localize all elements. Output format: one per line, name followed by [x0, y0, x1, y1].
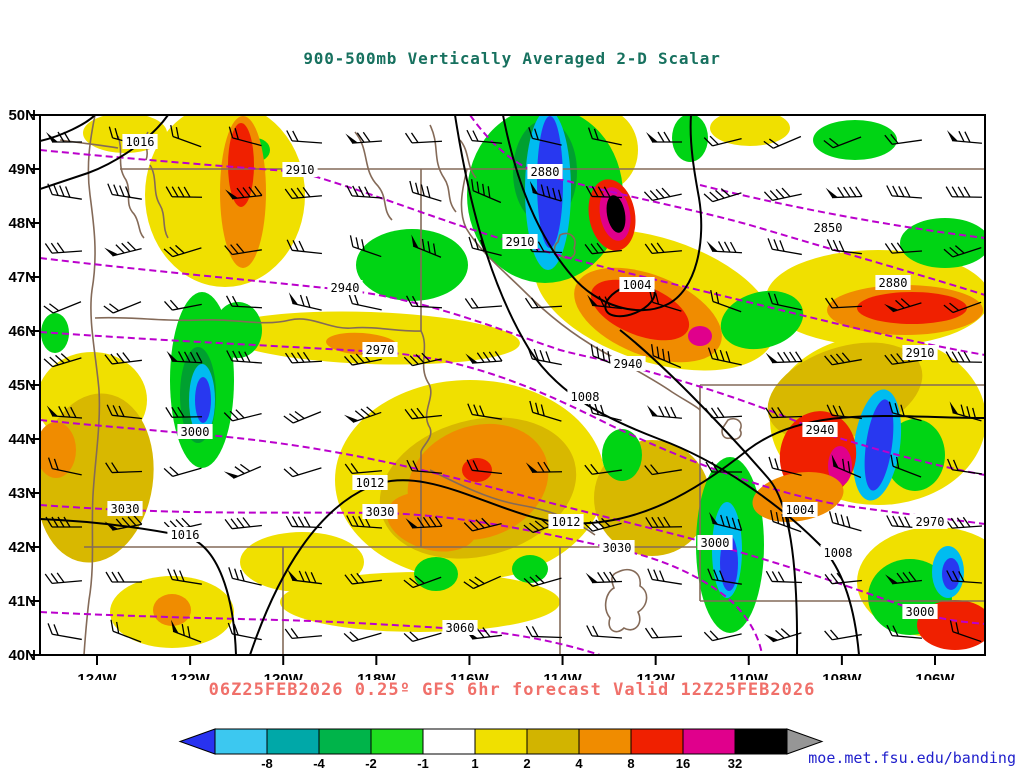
contour-label: 1008 — [571, 390, 600, 404]
lat-label: 48N — [8, 215, 36, 232]
contour-label: 2940 — [614, 357, 643, 371]
colorbar-segment — [683, 729, 735, 754]
lon-label: 122W — [171, 671, 211, 680]
colorbar-segment — [527, 729, 579, 754]
shading-blob — [900, 218, 990, 268]
contour-label: 1004 — [623, 278, 652, 292]
contour-label: 2970 — [366, 343, 395, 357]
weather-chart-page: 900-500mb Vertically Averaged 2-D Scalar… — [0, 0, 1024, 768]
credit-link[interactable]: moe.met.fsu.edu/banding — [808, 749, 1016, 767]
contour-label: 3000 — [181, 425, 210, 439]
shading-blob — [356, 229, 468, 301]
shading-blob — [214, 302, 262, 358]
shading-blob — [195, 377, 211, 423]
colorbar-segment — [319, 729, 371, 754]
shading-blob — [688, 326, 712, 346]
contour-label: 2880 — [879, 276, 908, 290]
weather-map: 2880 2910 2910 2940 2970 3000 3030 3030 3060 2850… — [0, 108, 1024, 680]
lat-label: 41N — [8, 593, 36, 610]
lat-label: 46N — [8, 323, 36, 340]
contour-label: 1004 — [786, 503, 815, 517]
colorbar-left-arrow — [180, 729, 215, 754]
lat-label: 40N — [8, 647, 36, 664]
lat-label: 45N — [8, 377, 36, 394]
colorbar-tick-label: -4 — [313, 756, 325, 768]
lon-label: 112W — [636, 671, 675, 680]
colorbar-tick-label: 4 — [575, 756, 583, 768]
contour-label: 1016 — [171, 528, 200, 542]
shading-blob — [240, 532, 364, 592]
colorbar-segment — [579, 729, 631, 754]
contour-label: 3000 — [906, 605, 935, 619]
contour-label: 1008 — [824, 546, 853, 560]
colorbar-segment — [475, 729, 527, 754]
lat-label: 50N — [8, 108, 36, 124]
lon-label: 124W — [77, 671, 117, 680]
colorbar-segment — [735, 729, 787, 754]
colorbar-tick-label: -8 — [261, 756, 273, 768]
colorbar-segment — [631, 729, 683, 754]
contour-label: 2910 — [906, 346, 935, 360]
lat-label: 43N — [8, 485, 36, 502]
colorbar-tick-label: -1 — [417, 756, 429, 768]
contour-label: 1012 — [356, 476, 385, 490]
colorbar-segment — [215, 729, 267, 754]
contour-label: 2910 — [286, 163, 315, 177]
contour-label: 3030 — [366, 505, 395, 519]
shading-blob — [602, 429, 642, 481]
shading-blob — [942, 558, 960, 590]
contour-label: 2940 — [806, 423, 835, 437]
shading-blob — [512, 555, 548, 583]
lat-label: 47N — [8, 269, 36, 286]
colorbar-tick-label: -2 — [365, 756, 377, 768]
contour-label: 2880 — [531, 165, 560, 179]
lat-label: 49N — [8, 161, 36, 178]
colorbar-segment — [371, 729, 423, 754]
contour-label: 1016 — [126, 135, 155, 149]
colorbar-tick-label: 16 — [676, 756, 690, 768]
contour-label: 3060 — [446, 621, 475, 635]
contour-label: 3030 — [111, 502, 140, 516]
contour-label: 2910 — [506, 235, 535, 249]
lon-label: 106W — [915, 671, 955, 680]
colorbar-segment — [267, 729, 319, 754]
shading-blob — [153, 594, 191, 626]
lon-label: 108W — [822, 671, 862, 680]
lon-label: 118W — [357, 671, 396, 680]
colorbar-tick-label: 8 — [627, 756, 634, 768]
contour-label: 3000 — [701, 536, 730, 550]
colorbar-segment — [423, 729, 475, 754]
contour-label: 1012 — [552, 515, 581, 529]
title-line-1: 900-500mb Vertically Averaged 2-D Scalar — [0, 48, 1024, 70]
lat-label: 44N — [8, 431, 36, 448]
lon-label: 110W — [730, 671, 769, 680]
forecast-caption: 06Z25FEB2026 0.25º GFS 6hr forecast Vali… — [0, 680, 1024, 700]
lat-label: 42N — [8, 539, 36, 556]
lon-label: 116W — [450, 671, 489, 680]
colorbar-tick-label: 32 — [728, 756, 742, 768]
contour-label: 2970 — [916, 515, 945, 529]
contour-label: 2940 — [331, 281, 360, 295]
lon-label: 114W — [543, 671, 582, 680]
shading-blob — [857, 292, 967, 324]
colorbar-tick-label: 2 — [523, 756, 530, 768]
colorbar-tick-label: 1 — [471, 756, 478, 768]
lon-label: 120W — [264, 671, 304, 680]
contour-label: 3030 — [603, 541, 632, 555]
shading-blob — [414, 557, 458, 591]
contour-label: 2850 — [814, 221, 843, 235]
